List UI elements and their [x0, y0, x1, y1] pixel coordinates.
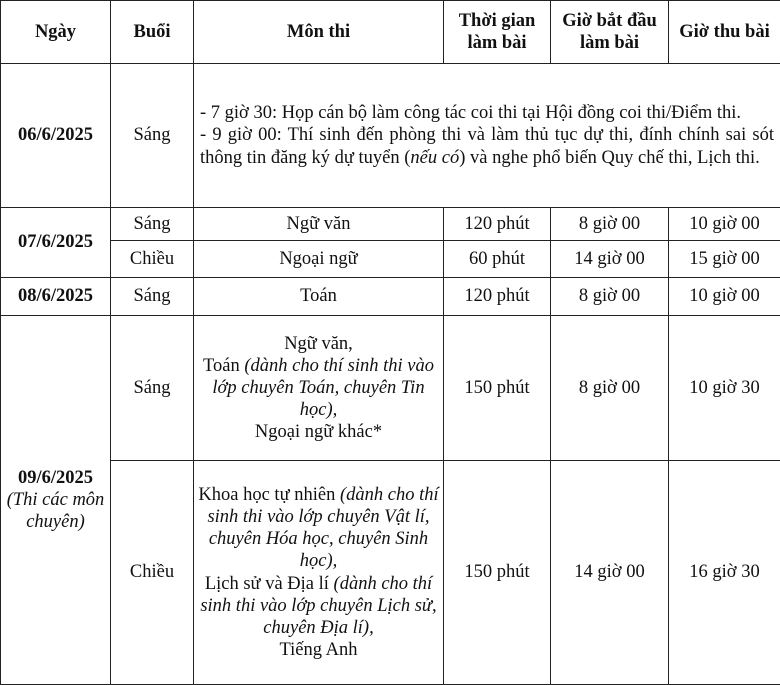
date-note: (Thi các môn chuyên): [5, 489, 106, 533]
subject-line: Tiếng Anh: [198, 639, 439, 661]
duration-cell: 150 phút: [444, 461, 551, 685]
text-run: Toán: [300, 286, 337, 306]
session-cell: Chiều: [111, 461, 194, 685]
text-run: ) và nghe phổ biến Quy chế thi, Lịch thi…: [459, 148, 760, 168]
subject-line: Ngoại ngữ khác*: [198, 421, 439, 443]
duration-cell: 120 phút: [444, 278, 551, 316]
text-run: Toán: [203, 356, 244, 376]
duration-cell: 60 phút: [444, 241, 551, 278]
text-run: Ngoại ngữ: [279, 249, 357, 269]
subject-line: Toán (dành cho thí sinh thi vào lớp chuy…: [198, 355, 439, 422]
header-cell: Ngày: [1, 1, 111, 64]
date: 09/6/2025: [5, 467, 106, 489]
notice-cell: - 7 giờ 30: Họp cán bộ làm công tác coi …: [194, 64, 780, 208]
subject-line: Ngữ văn,: [198, 333, 439, 355]
start-cell: 14 giờ 00: [551, 241, 669, 278]
start-cell: 8 giờ 00: [551, 316, 669, 461]
end-cell: 10 giờ 00: [669, 278, 780, 316]
subject-cell: Toán: [194, 278, 444, 316]
date-cell: 07/6/2025: [1, 208, 111, 278]
start-cell: 14 giờ 00: [551, 461, 669, 685]
session-cell: Chiều: [111, 241, 194, 278]
header-cell: Buổi: [111, 1, 194, 64]
header-cell: Môn thi: [194, 1, 444, 64]
date-cell: 09/6/2025(Thi các môn chuyên): [1, 316, 111, 685]
start-cell: 8 giờ 00: [551, 278, 669, 316]
text-run: nếu có: [410, 148, 459, 168]
subject-cell: Ngoại ngữ: [194, 241, 444, 278]
header-cell: Giờ bắt đầu làm bài: [551, 1, 669, 64]
date-cell: 08/6/2025: [1, 278, 111, 316]
text-run: Tiếng Anh: [280, 640, 358, 660]
session-cell: Sáng: [111, 64, 194, 208]
subject-line: Khoa học tự nhiên (dành cho thí sinh thi…: [198, 484, 439, 573]
date: 07/6/2025: [5, 231, 106, 253]
duration-cell: 120 phút: [444, 208, 551, 241]
header-cell: Giờ thu bài: [669, 1, 780, 64]
session-cell: Sáng: [111, 208, 194, 241]
date: 08/6/2025: [5, 285, 106, 307]
text-run: Lịch sử và Địa lí: [205, 574, 334, 594]
text-run: Khoa học tự nhiên: [198, 485, 340, 505]
text-run: (dành cho thí sinh thi vào lớp chuyên To…: [212, 356, 434, 420]
subject-cell: Ngữ văn,Toán (dành cho thí sinh thi vào …: [194, 316, 444, 461]
text-run: - 7 giờ 30: Họp cán bộ làm công tác coi …: [200, 103, 741, 123]
start-cell: 8 giờ 00: [551, 208, 669, 241]
text-run: Ngữ văn: [287, 214, 351, 234]
session-cell: Sáng: [111, 278, 194, 316]
text-run: Ngoại ngữ khác*: [255, 422, 382, 442]
duration-cell: 150 phút: [444, 316, 551, 461]
end-cell: 10 giờ 30: [669, 316, 780, 461]
session-cell: Sáng: [111, 316, 194, 461]
date-cell: 06/6/2025: [1, 64, 111, 208]
subject-cell: Khoa học tự nhiên (dành cho thí sinh thi…: [194, 461, 444, 685]
notice-paragraph: - 7 giờ 30: Họp cán bộ làm công tác coi …: [200, 102, 774, 124]
subject-line: Lịch sử và Địa lí (dành cho thí sinh thi…: [198, 573, 439, 640]
notice-paragraph: - 9 giờ 00: Thí sinh đến phòng thi và là…: [200, 124, 774, 168]
end-cell: 10 giờ 00: [669, 208, 780, 241]
subject-cell: Ngữ văn: [194, 208, 444, 241]
subject-line: Toán: [198, 285, 439, 307]
end-cell: 16 giờ 30: [669, 461, 780, 685]
date: 06/6/2025: [5, 124, 106, 146]
header-cell: Thời gian làm bài: [444, 1, 551, 64]
text-run: Ngữ văn,: [284, 334, 353, 354]
subject-line: Ngoại ngữ: [198, 248, 439, 270]
end-cell: 15 giờ 00: [669, 241, 780, 278]
subject-line: Ngữ văn: [198, 213, 439, 235]
